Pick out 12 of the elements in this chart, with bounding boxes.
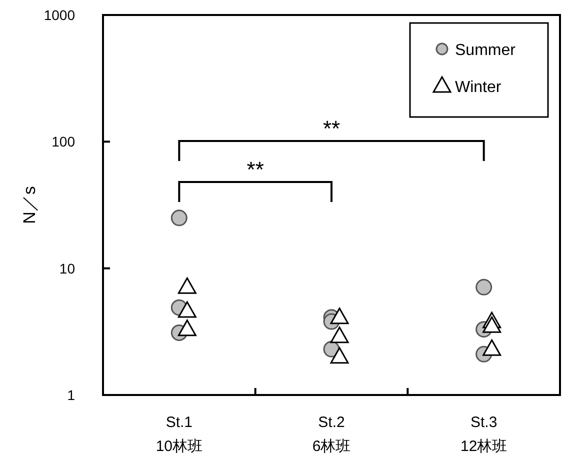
y-axis-title: N／s	[20, 186, 39, 224]
x-tick-label: St.3 12林班	[460, 414, 508, 455]
y-tick-label: 10	[59, 260, 76, 276]
annotation: **	[246, 157, 264, 182]
legend-label: Winter	[455, 79, 502, 96]
y-tick-label: 100	[52, 134, 76, 150]
x-tick-label: St.1 10林班	[156, 414, 203, 455]
annotation: **	[322, 116, 340, 141]
y-tick-label: 1000	[44, 7, 76, 23]
x-tick-label: St.2 6林班	[312, 414, 351, 455]
y-tick-label: 1	[67, 387, 76, 403]
legend-label: Summer	[455, 42, 516, 59]
